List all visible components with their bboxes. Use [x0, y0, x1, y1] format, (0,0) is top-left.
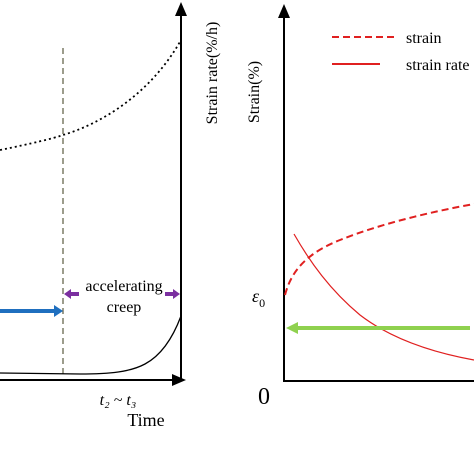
left-x-axis-arrowhead [172, 374, 186, 386]
right-y-axis-arrowhead [278, 4, 290, 18]
left-y-axis-label: Strain rate(%/h) [204, 22, 221, 125]
left-y-axis-arrowhead [175, 2, 187, 16]
stage-arrow-blue-head [54, 305, 63, 317]
legend: strain strain rate [332, 30, 470, 74]
left-panel: accelerating creep Strain rate(%/h) t₂ ~… [0, 2, 221, 430]
epsilon-subscript: 0 [259, 296, 265, 310]
time-tick-label: t₂ ~ t₃ [100, 392, 137, 409]
epsilon-symbol: ε [252, 286, 260, 306]
upper-dotted-curve [0, 39, 182, 151]
legend-strain-rate-label: strain rate [406, 57, 470, 74]
accelerating-marker-left [64, 289, 79, 299]
epsilon-zero-label: ε0 [252, 286, 265, 310]
green-arrow-head [286, 322, 298, 334]
lower-solid-curve [0, 315, 182, 375]
left-x-axis-label: Time [127, 410, 164, 430]
strain-dashed-curve [284, 203, 474, 296]
right-y-axis-label: Strain(%) [246, 61, 263, 123]
strain-rate-solid-curve [293, 233, 474, 361]
accelerating-label-line2: creep [107, 299, 142, 316]
right-panel: Strain(%) 0 ε0 strain strain rate [246, 4, 474, 410]
accelerating-marker-right [165, 289, 180, 299]
accelerating-label-line1: accelerating [85, 278, 162, 295]
legend-strain-label: strain [406, 30, 442, 47]
origin-label: 0 [258, 384, 270, 410]
